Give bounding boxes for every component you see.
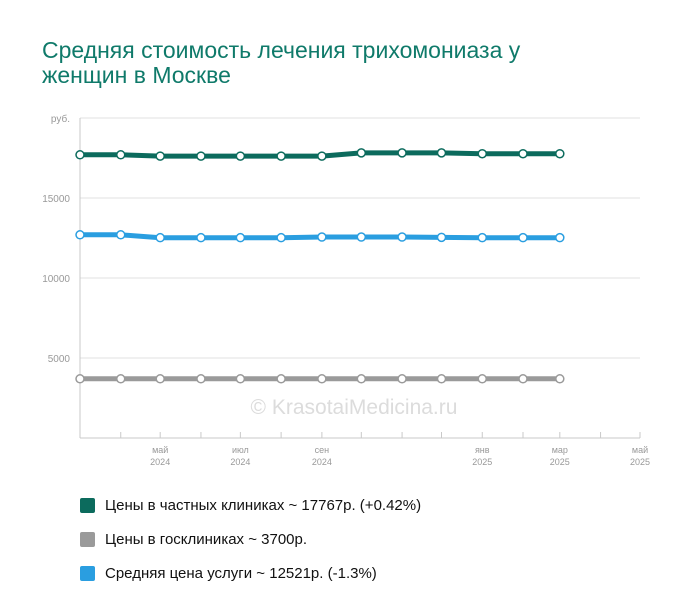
data-point	[317, 374, 327, 384]
data-point	[317, 151, 327, 161]
legend-label: Цены в частных клиниках ~ 17767р. (+0.42…	[105, 496, 422, 514]
data-point	[116, 230, 126, 240]
data-point	[235, 232, 246, 243]
data-point	[196, 232, 206, 243]
x-tick-label-year: 2025	[550, 457, 570, 467]
data-point	[555, 148, 565, 159]
data-point	[397, 374, 407, 384]
axes: 5000 10000 15000 руб. май 2024 июл 2024 сен 2024 я…	[42, 113, 650, 467]
legend-item: Цены в частных клиниках ~ 17767р. (+0.42…	[80, 488, 421, 522]
y-tick-label: 15000	[42, 194, 70, 205]
data-point	[518, 374, 528, 384]
data-point	[317, 232, 327, 242]
data-point	[356, 232, 367, 242]
legend-swatch	[80, 565, 95, 581]
legend-item: Средняя цена услуги ~ 12521р. (-1.3%)	[80, 556, 421, 590]
grid	[80, 117, 640, 359]
data-point	[518, 148, 528, 159]
watermark: © KrasotaiMedicina.ru	[251, 396, 458, 419]
legend-item: Цены в госклиниках ~ 3700р.	[80, 522, 421, 556]
data-point	[436, 374, 447, 384]
legend-swatch	[80, 531, 95, 547]
data-point	[75, 374, 85, 384]
data-point	[155, 151, 165, 161]
data-point	[155, 374, 165, 384]
data-point	[196, 151, 206, 161]
x-tick-label-month: сен	[315, 445, 330, 455]
data-point	[477, 232, 488, 243]
data-point	[116, 150, 126, 160]
x-tick-label-year: 2024	[230, 457, 250, 467]
chart-title: Средняя стоимость лечения трихомониаза у…	[42, 37, 521, 88]
data-point	[196, 374, 206, 384]
x-tick-label-month: май	[632, 445, 648, 455]
x-tick-label-month: июл	[232, 445, 249, 455]
data-point	[436, 148, 447, 158]
data-point	[555, 232, 565, 243]
y-tick-label: 10000	[42, 274, 70, 285]
x-tick-label-year: 2024	[150, 457, 170, 467]
legend: Цены в частных клиниках ~ 17767р. (+0.42…	[80, 488, 421, 590]
x-tick-label-month: мар	[552, 445, 568, 455]
data-point	[276, 151, 286, 161]
x-tick-label-month: май	[152, 445, 168, 455]
x-tick-label-year: 2025	[630, 457, 650, 467]
data-point	[477, 374, 488, 384]
data-point	[116, 374, 126, 384]
y-tick-label: 5000	[48, 354, 71, 365]
data-point	[276, 374, 286, 384]
x-tick-label-year: 2024	[312, 457, 332, 467]
data-point	[276, 232, 286, 243]
data-point	[75, 230, 85, 240]
data-point	[356, 148, 367, 158]
data-point	[235, 374, 246, 384]
data-point	[356, 374, 367, 384]
data-point	[235, 151, 246, 161]
data-point	[397, 232, 407, 242]
data-point	[155, 232, 165, 243]
y-axis-unit: руб.	[51, 113, 70, 125]
data-point	[555, 374, 565, 384]
x-tick-label-month: янв	[475, 445, 490, 455]
data-point	[518, 232, 528, 243]
legend-label: Средняя цена услуги ~ 12521р. (-1.3%)	[105, 564, 377, 582]
legend-swatch	[80, 497, 95, 513]
data-point	[75, 150, 85, 160]
data-point	[436, 232, 447, 243]
data-point	[477, 148, 488, 159]
legend-label: Цены в госклиниках ~ 3700р.	[105, 530, 308, 548]
line-chart: 5000 10000 15000 руб. май 2024 июл 2024 сен 2024 я…	[42, 113, 650, 467]
data-point	[397, 148, 407, 158]
series	[75, 148, 565, 384]
x-tick-label-year: 2025	[472, 457, 492, 467]
